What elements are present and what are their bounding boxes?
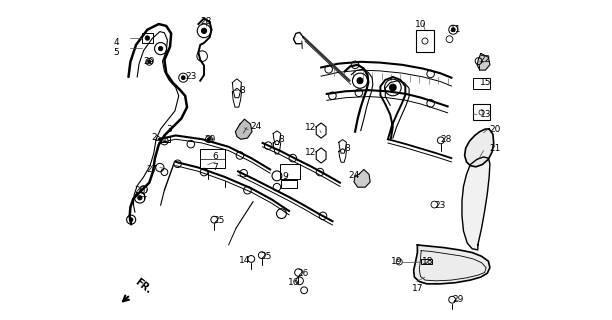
Text: 21: 21: [489, 144, 501, 153]
Text: 26: 26: [134, 186, 146, 195]
Circle shape: [357, 78, 363, 84]
Text: 8: 8: [239, 86, 245, 95]
Text: 12: 12: [305, 124, 316, 132]
Bar: [421, 259, 431, 264]
Circle shape: [389, 84, 396, 91]
Text: 7: 7: [212, 163, 218, 172]
Bar: [473, 78, 490, 89]
Circle shape: [181, 76, 185, 80]
Text: 28: 28: [440, 135, 452, 144]
Text: 22: 22: [480, 55, 491, 64]
Text: FR.: FR.: [133, 277, 154, 296]
Text: 27: 27: [146, 165, 158, 174]
Text: 20: 20: [489, 125, 501, 134]
Text: 17: 17: [412, 284, 423, 293]
Text: 23: 23: [435, 201, 446, 210]
Circle shape: [201, 28, 207, 34]
Text: 24: 24: [250, 122, 262, 131]
Text: 16: 16: [288, 278, 299, 287]
Text: 12: 12: [305, 148, 316, 157]
Text: 25: 25: [214, 216, 225, 225]
Text: 5: 5: [114, 48, 119, 57]
Text: 8: 8: [278, 135, 285, 144]
Circle shape: [207, 138, 211, 141]
Text: 6: 6: [212, 152, 218, 161]
Circle shape: [452, 28, 455, 32]
Text: 18: 18: [422, 258, 434, 267]
Polygon shape: [465, 129, 494, 167]
Text: 28: 28: [200, 17, 212, 26]
Text: 23: 23: [185, 72, 196, 81]
Text: 14: 14: [239, 256, 250, 265]
Text: 25: 25: [261, 252, 272, 261]
Polygon shape: [236, 119, 252, 139]
FancyArrowPatch shape: [244, 128, 247, 133]
Polygon shape: [414, 245, 490, 284]
Text: 29: 29: [452, 295, 464, 304]
Text: 13: 13: [480, 110, 491, 119]
Text: 4: 4: [114, 38, 119, 47]
Bar: [282, 180, 297, 188]
Text: 15: 15: [480, 78, 491, 87]
Polygon shape: [462, 157, 490, 250]
Circle shape: [159, 46, 163, 51]
Text: 3: 3: [166, 124, 172, 133]
Text: 11: 11: [450, 25, 461, 34]
Text: 1: 1: [162, 135, 168, 144]
Text: 29: 29: [204, 135, 215, 144]
Text: 2: 2: [151, 133, 157, 142]
Text: 24: 24: [348, 171, 360, 180]
Circle shape: [145, 36, 150, 40]
Bar: [416, 30, 435, 52]
Text: 29: 29: [144, 57, 155, 66]
Circle shape: [138, 196, 142, 200]
Text: 26: 26: [297, 269, 308, 278]
Bar: [280, 164, 300, 179]
Text: 8: 8: [345, 144, 351, 153]
Circle shape: [147, 60, 151, 63]
Text: 10: 10: [416, 20, 427, 28]
Bar: [162, 137, 170, 142]
Circle shape: [129, 218, 133, 221]
Text: 19: 19: [391, 258, 402, 267]
Bar: [473, 105, 490, 120]
Text: 9: 9: [282, 172, 288, 181]
Polygon shape: [354, 170, 370, 187]
Bar: [200, 149, 225, 168]
Polygon shape: [477, 53, 490, 70]
